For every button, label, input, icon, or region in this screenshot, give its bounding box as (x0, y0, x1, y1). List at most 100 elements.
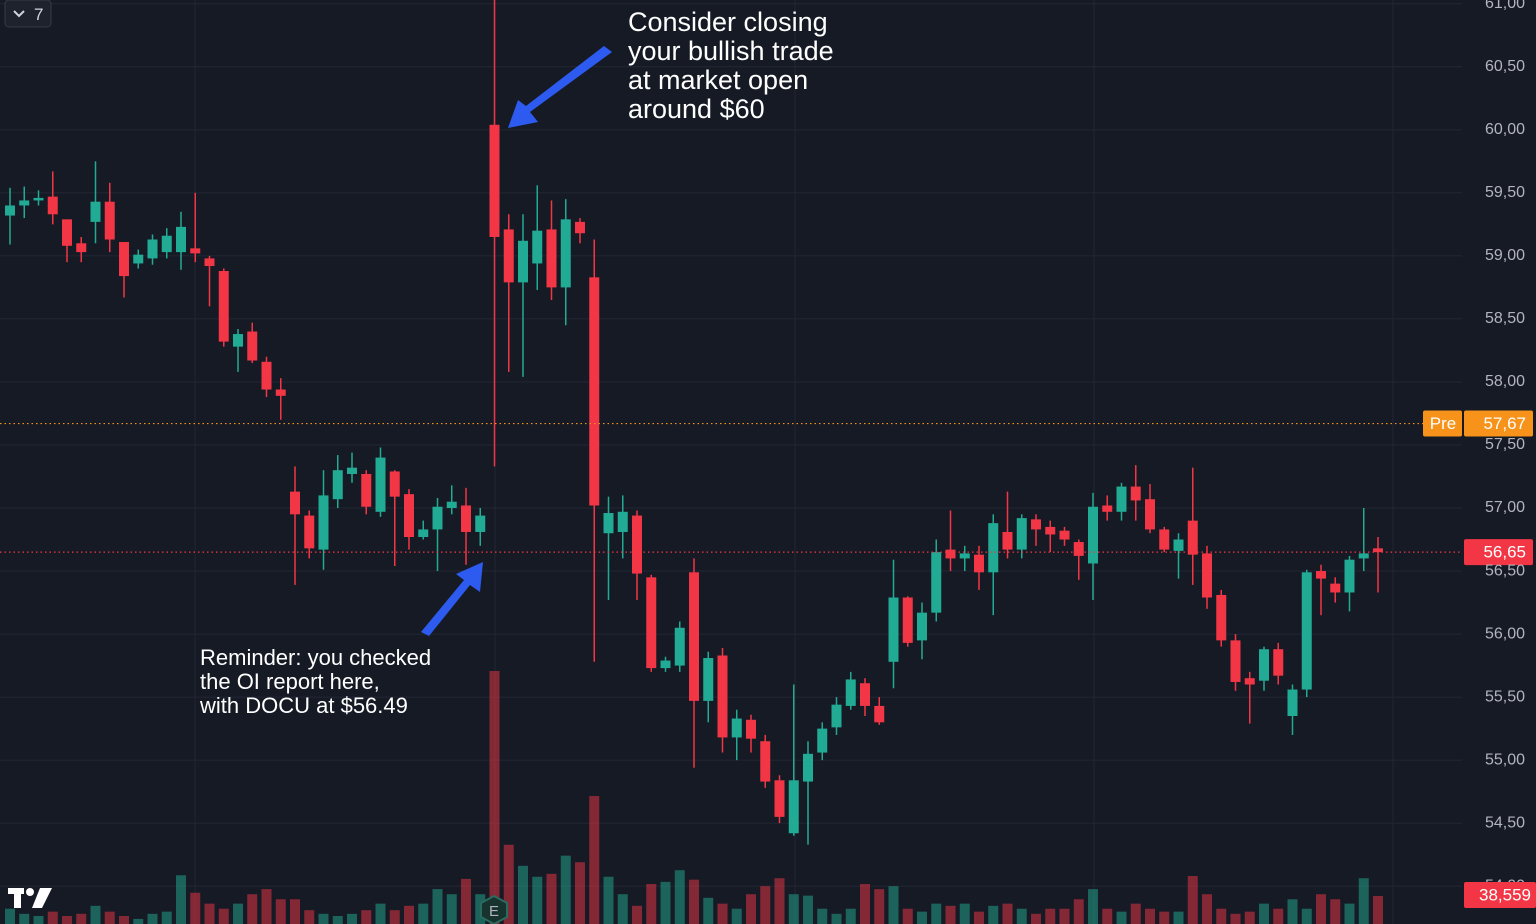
volume-bar (275, 899, 286, 924)
volume-label-text: 38,559 (1479, 885, 1531, 904)
y-tick-label: 56,50 (1485, 562, 1525, 579)
volume-bar (1358, 878, 1369, 924)
candle-body (503, 229, 514, 283)
volume-bar (218, 908, 229, 924)
volume-bar (133, 918, 144, 924)
logo-part (26, 888, 34, 896)
candle-body (389, 471, 400, 497)
candle-body (361, 473, 372, 507)
annotation-line: Consider closing (628, 7, 828, 37)
candle-body (119, 242, 129, 277)
candle-body (47, 196, 58, 215)
grid (0, 3, 1462, 887)
candle-body (1116, 486, 1127, 512)
volume-bar (674, 870, 685, 924)
candle-body (1287, 689, 1298, 717)
volume-bar (1287, 899, 1298, 924)
interval-control[interactable]: 7 (4, 0, 52, 28)
y-tick-label: 55,50 (1485, 688, 1525, 705)
candle-body (803, 753, 813, 782)
y-tick-label: 61,00 (1485, 0, 1525, 12)
price-tag: Pre (1430, 414, 1456, 433)
interval-box[interactable] (4, 0, 52, 28)
candle-body (247, 331, 258, 361)
candle-body (62, 219, 72, 246)
price-label: 56,65 (1483, 543, 1526, 562)
y-tick-label: 58,50 (1485, 310, 1525, 327)
candle-body (646, 577, 657, 669)
candle-body (304, 515, 315, 549)
volume-bar (190, 892, 201, 924)
candle-body (518, 240, 528, 283)
candle-body (731, 718, 742, 738)
volume-bar (375, 903, 386, 924)
volume-bar (147, 913, 158, 924)
volume-bar (1244, 911, 1255, 924)
volume-label: 38,559 (1464, 882, 1536, 908)
candle-body (19, 200, 30, 206)
volume-bar (760, 886, 771, 924)
volume-bar (931, 903, 942, 924)
volume-bar (1045, 908, 1056, 924)
candle-body (817, 728, 828, 753)
arrow (508, 46, 612, 128)
earnings-marker[interactable]: E (480, 894, 508, 924)
volume-bar (361, 910, 372, 924)
volume-bar (1159, 911, 1170, 924)
candle-body (589, 277, 600, 506)
candle-body (874, 705, 885, 723)
volume-bar (389, 910, 400, 924)
volume-bar (47, 911, 58, 924)
volume-bar (161, 911, 172, 924)
volume-bar (233, 903, 243, 924)
volume-bar (33, 916, 44, 924)
price-label: 57,67 (1483, 414, 1526, 433)
candle-body (660, 660, 671, 669)
volume-bar (1016, 908, 1027, 924)
candle-body (689, 572, 699, 701)
volume-bar (432, 889, 443, 924)
candle-body (1073, 542, 1084, 556)
volume-bar (518, 865, 528, 924)
volume-bar (1344, 903, 1355, 924)
volume-bar (418, 903, 429, 924)
candle-body (1102, 505, 1113, 512)
candle-body (632, 515, 642, 574)
candle-body (147, 239, 158, 259)
volume-bar (1230, 913, 1241, 924)
candle-body (33, 197, 44, 201)
y-axis: 54,0054,5055,0055,5056,0056,5057,0057,50… (1464, 0, 1536, 908)
earnings-badge[interactable] (480, 894, 508, 924)
volume-bar (119, 916, 129, 924)
candle-body (90, 201, 101, 222)
candle-body (1159, 529, 1170, 550)
volume-bar (560, 855, 571, 924)
volume-bar (532, 876, 543, 924)
candle-body (1187, 520, 1198, 555)
candle-body (1358, 553, 1369, 559)
volume-bar (1031, 913, 1041, 924)
logo (8, 888, 52, 908)
candle-body (290, 491, 300, 515)
volume-bar (717, 903, 728, 924)
candle-body (902, 597, 913, 643)
candle-body (945, 549, 956, 559)
annotation-line: the OI report here, (200, 669, 380, 694)
volume-bar (1002, 903, 1013, 924)
candle-body (1216, 594, 1227, 641)
candle-body (1173, 539, 1184, 551)
volume-bar (404, 905, 414, 924)
volume-bar (1073, 899, 1084, 924)
candle-body (560, 219, 571, 288)
candle-body (161, 235, 172, 253)
volume-bar (318, 913, 329, 924)
volume-bar (1116, 911, 1127, 924)
volume-bar (332, 916, 343, 924)
candle-body (546, 229, 557, 288)
volume-bar (817, 908, 828, 924)
volume-bar (347, 913, 357, 924)
candle-body (418, 529, 429, 538)
candle-body (1259, 649, 1269, 681)
volume-bar (831, 913, 842, 924)
volume-bar (1259, 903, 1269, 924)
